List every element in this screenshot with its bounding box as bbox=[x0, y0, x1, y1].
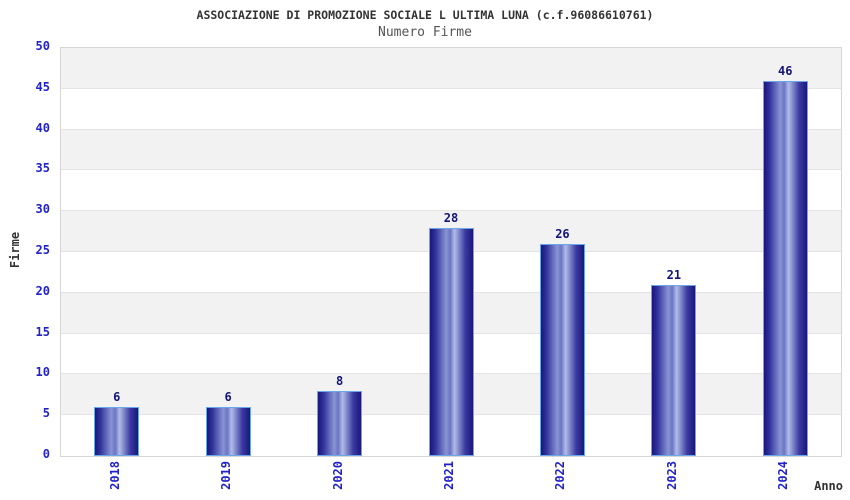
bar-value-label: 21 bbox=[666, 267, 682, 282]
bar-value-label: 26 bbox=[555, 226, 570, 241]
x-axis-ticks: 2018 2019 2020 2021 2022 2023 2024 bbox=[60, 461, 840, 500]
bar-2022 bbox=[539, 243, 585, 456]
bar-2020 bbox=[317, 390, 363, 456]
y-tick-label: 25 bbox=[35, 243, 50, 257]
background-band bbox=[61, 129, 841, 171]
bar-2019 bbox=[205, 407, 251, 456]
x-tick-label: 2022 bbox=[553, 461, 568, 490]
y-tick-label: 0 bbox=[42, 447, 50, 461]
y-tick-label: 20 bbox=[35, 283, 50, 298]
y-tick-label: 5 bbox=[42, 406, 50, 421]
bar-value-label: 8 bbox=[335, 373, 344, 388]
x-axis-title: Anno bbox=[814, 479, 843, 493]
bar-value-label: 28 bbox=[443, 210, 459, 225]
y-tick-label: 10 bbox=[35, 365, 50, 380]
chart-subtitle: Numero Firme bbox=[378, 25, 472, 40]
x-tick-label: 2020 bbox=[330, 461, 345, 490]
bar-2024 bbox=[762, 80, 808, 456]
y-tick-label: 45 bbox=[35, 79, 50, 94]
y-tick-label: 50 bbox=[35, 39, 50, 53]
background-band bbox=[61, 88, 841, 130]
y-tick-label: 35 bbox=[35, 161, 50, 176]
y-axis-ticks: 0 5 10 15 20 25 30 35 40 45 50 bbox=[0, 39, 50, 461]
bar-2021 bbox=[428, 227, 474, 456]
y-tick-label: 30 bbox=[35, 202, 50, 217]
bar-2023 bbox=[651, 284, 697, 456]
gridline bbox=[61, 87, 841, 89]
gridline bbox=[61, 210, 841, 212]
bar-2018 bbox=[94, 407, 140, 456]
background-band bbox=[61, 170, 841, 212]
bar-value-label: 46 bbox=[778, 63, 793, 78]
x-tick-label: 2024 bbox=[776, 461, 791, 490]
gridline bbox=[61, 169, 841, 171]
x-tick-label: 2019 bbox=[219, 461, 234, 490]
x-tick-label: 2021 bbox=[442, 461, 456, 490]
background-band bbox=[61, 48, 841, 89]
y-tick-label: 40 bbox=[35, 120, 50, 135]
chart-title: ASSOCIAZIONE DI PROMOZIONE SOCIALE L ULT… bbox=[196, 8, 654, 22]
gridline bbox=[61, 128, 841, 130]
x-tick-label: 2023 bbox=[664, 461, 679, 490]
bar-value-label: 6 bbox=[113, 390, 121, 405]
y-tick-label: 15 bbox=[35, 324, 50, 339]
bar-value-label: 6 bbox=[224, 390, 232, 405]
plot-area: 6 6 8 28 26 21 46 bbox=[60, 47, 842, 457]
x-tick-label: 2018 bbox=[107, 461, 122, 490]
